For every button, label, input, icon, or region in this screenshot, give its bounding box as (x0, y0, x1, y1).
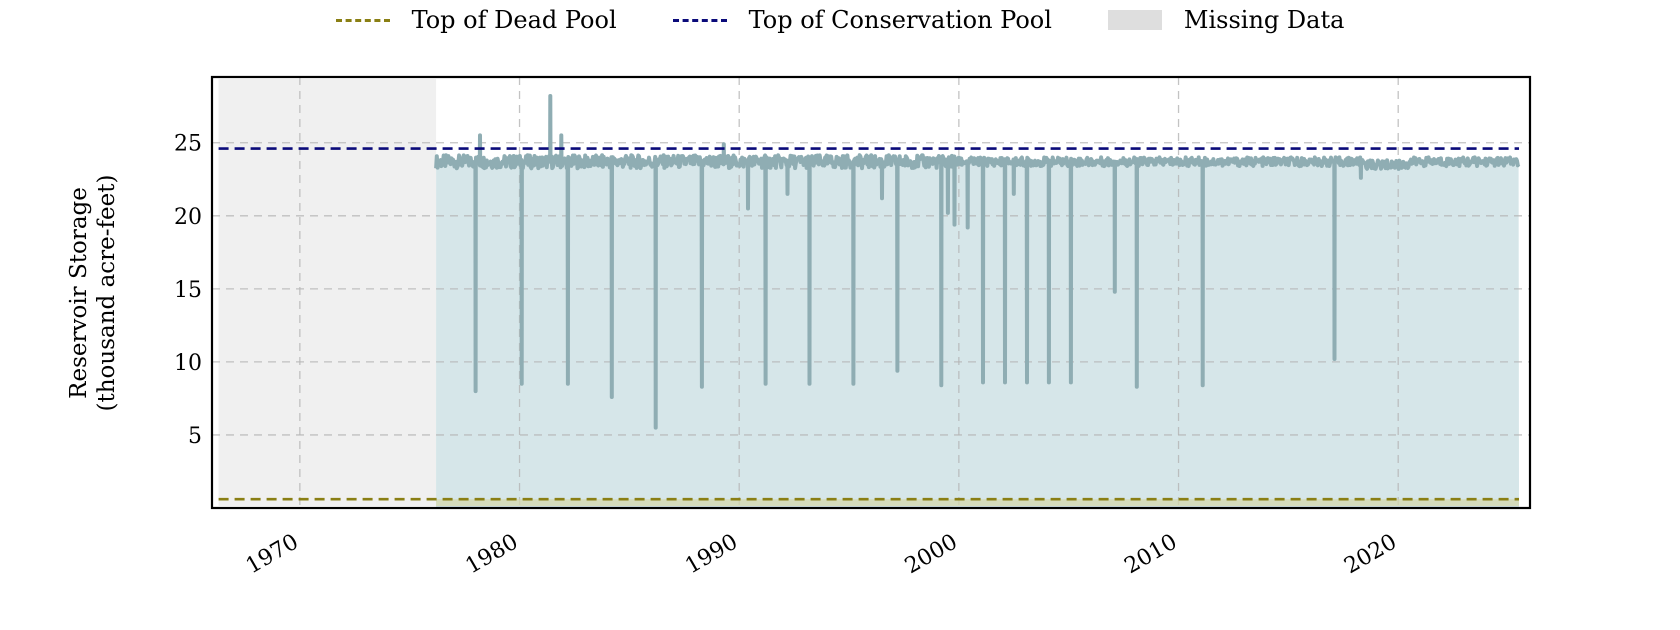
y-axis-label-line1: Reservoir Storage (66, 187, 92, 399)
y-tick-label-15: 15 (174, 278, 202, 303)
legend: Top of Dead Pool Top of Conservation Poo… (0, 6, 1680, 34)
dead-pool-band (436, 499, 1520, 506)
storage-area-fill (436, 96, 1520, 508)
y-tick-label-20: 20 (174, 205, 202, 230)
x-tick-label-2000: 2000 (901, 530, 962, 580)
legend-label-dead-pool: Top of Dead Pool (411, 6, 617, 34)
plot-area: 5 10 15 20 25 1970 1980 1990 2000 2010 2020 (174, 75, 1532, 580)
x-tick-label-1980: 1980 (462, 530, 523, 580)
y-axis-label-line2: (thousand acre-feet) (94, 175, 120, 412)
legend-item-conservation-pool: Top of Conservation Pool (672, 6, 1052, 34)
legend-label-missing-data: Missing Data (1183, 6, 1345, 34)
legend-swatch-conservation-pool (672, 18, 727, 22)
plot-frame (210, 75, 1532, 510)
x-tick-label-2020: 2020 (1340, 530, 1401, 580)
y-tick-label-10: 10 (174, 351, 202, 376)
legend-swatch-dead-pool (335, 18, 390, 22)
legend-swatch-missing-data (1107, 10, 1162, 30)
legend-item-dead-pool: Top of Dead Pool (335, 6, 617, 34)
x-tick-label-1970: 1970 (242, 530, 303, 580)
y-tick-label-5: 5 (188, 424, 202, 449)
legend-item-missing-data: Missing Data (1107, 6, 1345, 34)
storage-series-line (434, 94, 1521, 430)
y-tick-label-25: 25 (174, 132, 202, 157)
legend-label-conservation-pool: Top of Conservation Pool (748, 6, 1052, 34)
x-tick-label-2010: 2010 (1121, 530, 1182, 580)
x-tick-label-1990: 1990 (681, 530, 742, 580)
